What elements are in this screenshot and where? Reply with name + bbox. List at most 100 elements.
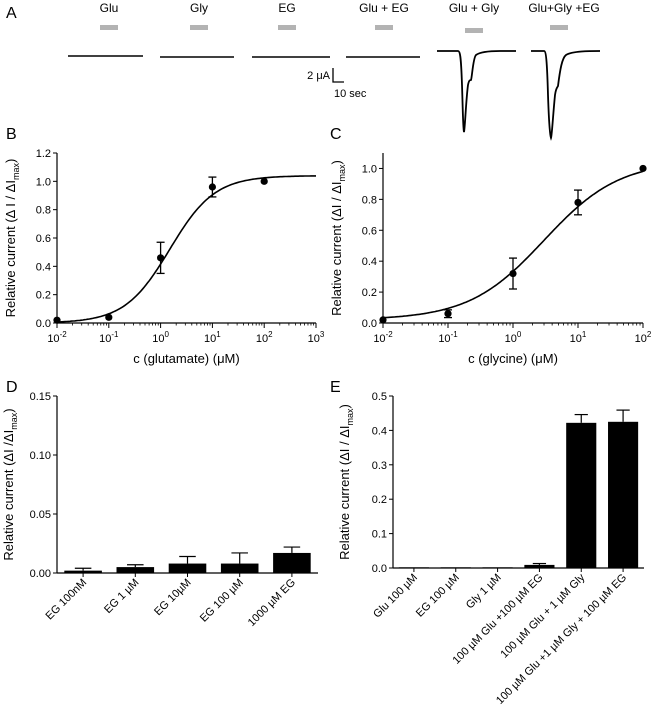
scale-bar-current-label: 2 μA [307,70,331,82]
y-tick-label: 0.1 [372,529,387,541]
stimulus-bar-gly [190,25,208,30]
y-tick-label: 0.2 [362,287,377,299]
category-label: EG 100 µM [414,572,462,620]
data-point [208,183,216,191]
y-axis-label: Relative current (ΔI / ΔImax) [329,160,347,316]
fit-curve [382,170,644,319]
x-tick-label: 100 [505,330,522,345]
y-tick-label: 0.2 [36,290,51,302]
bar [273,552,311,573]
x-tick-label: 10-2 [47,330,67,345]
y-axis-label: Relative current (Δ I / ΔImax) [3,159,21,318]
y-tick-label: 0.4 [362,256,377,268]
stimulus-label-gly: Gly [190,1,208,15]
x-tick-label: 102 [635,330,652,345]
panel-label-d: D [6,379,18,396]
data-point [379,316,387,324]
data-point [53,316,61,324]
y-tick-label: 0.2 [372,494,387,506]
y-tick-label: 0.10 [30,450,51,462]
x-axis-label: c (glycine) (μM) [468,351,558,366]
bar [608,421,639,568]
y-tick-label: 1.0 [362,163,377,175]
panel-label-a: A [6,5,17,22]
y-tick-label: 0.4 [36,261,51,273]
category-label: EG 100nM [44,577,90,623]
y-tick-label: 0.8 [36,205,51,217]
panel-label-c: C [330,126,342,143]
stimulus-label-glu-gly-eg: Glu+Gly +EG [528,1,599,15]
y-tick-label: 0.0 [362,318,377,330]
stimulus-bar-glu [100,25,118,30]
plot-d: 0.00 0.05 0.10 0.15 EG 100nM EG 1 µM EG 10µM EG… [1,391,318,629]
y-tick-label: 0.4 [372,425,387,437]
panel-label-e: E [330,379,341,396]
y-tick-label: 0.05 [30,509,51,521]
category-label: EG 100 µM [198,577,246,625]
trace-glu-gly [437,50,516,133]
stimulus-label-glu-eg: Glu + EG [359,1,409,15]
x-axis-label: c (glutamate) (μM) [133,351,239,366]
y-tick-label: 1.2 [36,148,51,160]
category-label: 1000 µM EG [246,577,298,629]
y-tick-label: 0.3 [372,460,387,472]
x-tick-label: 103 [308,330,325,345]
category-label: EG 1 µM [102,577,141,616]
data-point [105,313,113,321]
stimulus-bar-glu-gly [465,28,483,33]
y-tick-label: 0.5 [372,391,387,403]
y-axis-label: Relative current (ΔI / ΔImax) [337,404,355,560]
plot-b: 0.0 0.2 0.4 0.6 0.8 1.0 1.2 10-2 10-1 100 101 102 10… [3,148,325,366]
y-tick-label: 0.0 [36,318,51,330]
category-label: Glu 100 µM [371,572,420,621]
stimulus-bar-glu-eg [375,25,393,30]
data-point [509,269,517,278]
data-point [639,164,647,173]
y-tick-label: 0.0 [372,563,387,575]
category-label: 100 µM Glu + 1 µM Gly [498,571,587,660]
y-tick-label: 0.6 [362,225,377,237]
bar [524,564,555,568]
trace-glu-gly-eg [531,50,601,141]
bar [64,570,102,573]
data-point [157,254,165,262]
scale-bar-time-label: 10 sec [334,88,367,100]
data-point [260,177,268,185]
panel-label-b: B [6,126,17,143]
stimulus-label-glu: Glu [100,1,119,15]
x-tick-label: 102 [256,330,273,345]
stimulus-label-glu-gly: Glu + Gly [449,1,499,15]
x-tick-label: 10-1 [438,330,458,345]
category-label: Gly 1 µM [464,572,504,612]
stimulus-bar-glu-gly-eg [550,25,568,30]
x-tick-label: 100 [152,330,169,345]
bar [566,422,597,568]
y-tick-label: 0.15 [30,391,51,403]
bar [482,567,513,569]
bar [220,563,259,573]
x-tick-label: 10-2 [373,330,393,345]
plot-c: 0.0 0.2 0.4 0.6 0.8 1.0 10-2 10-1 100 101 102 c (gl… [329,153,652,366]
x-tick-label: 101 [204,330,221,345]
stimulus-label-eg: EG [278,1,295,15]
panel-a: A Glu Gly EG Glu + EG Glu + Gly Glu+Gly … [6,1,601,141]
x-tick-label: 101 [570,330,587,345]
fit-curve [57,175,316,323]
x-tick-label: 10-1 [99,330,119,345]
y-tick-label: 0.8 [362,194,377,206]
data-point [574,198,582,207]
stimulus-bar-eg [278,25,296,30]
bar [116,567,155,573]
y-tick-label: 0.6 [36,233,51,245]
data-point [444,310,452,318]
bar [398,567,429,569]
category-label: EG 10µM [152,577,193,618]
bar [440,567,471,569]
bar [168,563,207,573]
y-axis-label: Relative current (ΔI /ΔImax) [1,408,19,560]
scale-bar [332,68,344,83]
y-tick-label: 0.00 [30,568,51,580]
y-tick-label: 1.0 [36,176,51,188]
